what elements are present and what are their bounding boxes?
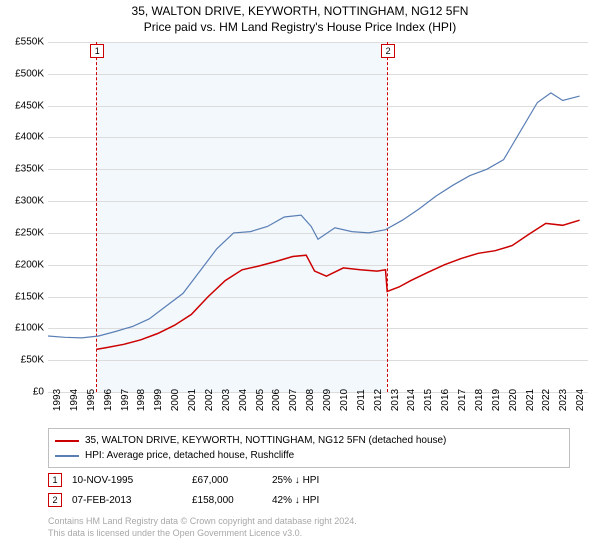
y-axis-label: £0 bbox=[4, 387, 44, 398]
x-axis-label: 1999 bbox=[153, 389, 164, 411]
x-axis-label: 2024 bbox=[575, 389, 586, 411]
x-axis-label: 1995 bbox=[86, 389, 97, 411]
transaction-marker: 2 bbox=[48, 493, 62, 507]
legend-swatch-hpi bbox=[55, 455, 79, 457]
x-axis-label: 2013 bbox=[390, 389, 401, 411]
transaction-price: £158,000 bbox=[192, 495, 262, 506]
y-axis-label: £100K bbox=[4, 323, 44, 334]
x-axis-label: 1996 bbox=[103, 389, 114, 411]
transaction-row: 2 07-FEB-2013 £158,000 42% ↓ HPI bbox=[48, 490, 362, 510]
y-axis-label: £350K bbox=[4, 164, 44, 175]
x-axis-label: 2005 bbox=[255, 389, 266, 411]
x-axis-label: 2008 bbox=[305, 389, 316, 411]
legend-row-hpi: HPI: Average price, detached house, Rush… bbox=[55, 448, 563, 463]
series-line-hpi bbox=[48, 93, 580, 338]
chart-svg bbox=[48, 42, 588, 392]
y-axis-label: £200K bbox=[4, 259, 44, 270]
x-axis-label: 2021 bbox=[525, 389, 536, 411]
x-axis-label: 2002 bbox=[204, 389, 215, 411]
y-axis-label: £150K bbox=[4, 291, 44, 302]
legend-row-price: 35, WALTON DRIVE, KEYWORTH, NOTTINGHAM, … bbox=[55, 433, 563, 448]
x-axis-label: 2011 bbox=[356, 389, 367, 411]
y-axis-label: £450K bbox=[4, 100, 44, 111]
x-axis-label: 2019 bbox=[491, 389, 502, 411]
x-axis-label: 2000 bbox=[170, 389, 181, 411]
legend-label-price: 35, WALTON DRIVE, KEYWORTH, NOTTINGHAM, … bbox=[85, 433, 446, 448]
y-axis-label: £550K bbox=[4, 37, 44, 48]
footer-line2: This data is licensed under the Open Gov… bbox=[48, 528, 357, 540]
chart-legend: 35, WALTON DRIVE, KEYWORTH, NOTTINGHAM, … bbox=[48, 428, 570, 468]
transaction-row: 1 10-NOV-1995 £67,000 25% ↓ HPI bbox=[48, 470, 362, 490]
chart-container: 35, WALTON DRIVE, KEYWORTH, NOTTINGHAM, … bbox=[0, 0, 600, 560]
x-axis-label: 2009 bbox=[322, 389, 333, 411]
x-axis-label: 2022 bbox=[541, 389, 552, 411]
title-address: 35, WALTON DRIVE, KEYWORTH, NOTTINGHAM, … bbox=[0, 4, 600, 20]
x-axis-label: 2006 bbox=[271, 389, 282, 411]
x-axis-label: 2014 bbox=[406, 389, 417, 411]
legend-label-hpi: HPI: Average price, detached house, Rush… bbox=[85, 448, 294, 463]
x-axis-label: 2003 bbox=[221, 389, 232, 411]
footer-attribution: Contains HM Land Registry data © Crown c… bbox=[48, 516, 357, 539]
y-axis-label: £300K bbox=[4, 196, 44, 207]
x-axis-label: 2017 bbox=[457, 389, 468, 411]
transaction-delta: 42% ↓ HPI bbox=[272, 495, 362, 506]
transaction-marker: 1 bbox=[48, 473, 62, 487]
title-block: 35, WALTON DRIVE, KEYWORTH, NOTTINGHAM, … bbox=[0, 0, 600, 35]
x-axis-label: 1994 bbox=[69, 389, 80, 411]
transaction-delta: 25% ↓ HPI bbox=[272, 475, 362, 486]
x-axis-label: 2007 bbox=[288, 389, 299, 411]
x-axis-label: 2010 bbox=[339, 389, 350, 411]
x-axis-label: 2001 bbox=[187, 389, 198, 411]
chart-plot-area: £0£50K£100K£150K£200K£250K£300K£350K£400… bbox=[48, 42, 588, 392]
legend-swatch-price bbox=[55, 440, 79, 442]
y-axis-label: £400K bbox=[4, 132, 44, 143]
transaction-price: £67,000 bbox=[192, 475, 262, 486]
x-axis-label: 1993 bbox=[52, 389, 63, 411]
x-axis-label: 2004 bbox=[238, 389, 249, 411]
y-axis-label: £500K bbox=[4, 68, 44, 79]
y-axis-label: £250K bbox=[4, 227, 44, 238]
footer-line1: Contains HM Land Registry data © Crown c… bbox=[48, 516, 357, 528]
x-axis-label: 2016 bbox=[440, 389, 451, 411]
x-axis-label: 2020 bbox=[508, 389, 519, 411]
x-axis-label: 1998 bbox=[136, 389, 147, 411]
x-axis-label: 1997 bbox=[120, 389, 131, 411]
x-axis-label: 2012 bbox=[373, 389, 384, 411]
x-axis-label: 2018 bbox=[474, 389, 485, 411]
title-subtitle: Price paid vs. HM Land Registry's House … bbox=[0, 20, 600, 36]
transaction-date: 07-FEB-2013 bbox=[72, 495, 182, 506]
y-axis-label: £50K bbox=[4, 355, 44, 366]
transactions-table: 1 10-NOV-1995 £67,000 25% ↓ HPI 2 07-FEB… bbox=[48, 470, 362, 510]
transaction-date: 10-NOV-1995 bbox=[72, 475, 182, 486]
x-axis-label: 2015 bbox=[423, 389, 434, 411]
series-line-price_paid bbox=[96, 220, 579, 349]
x-axis-label: 2023 bbox=[558, 389, 569, 411]
